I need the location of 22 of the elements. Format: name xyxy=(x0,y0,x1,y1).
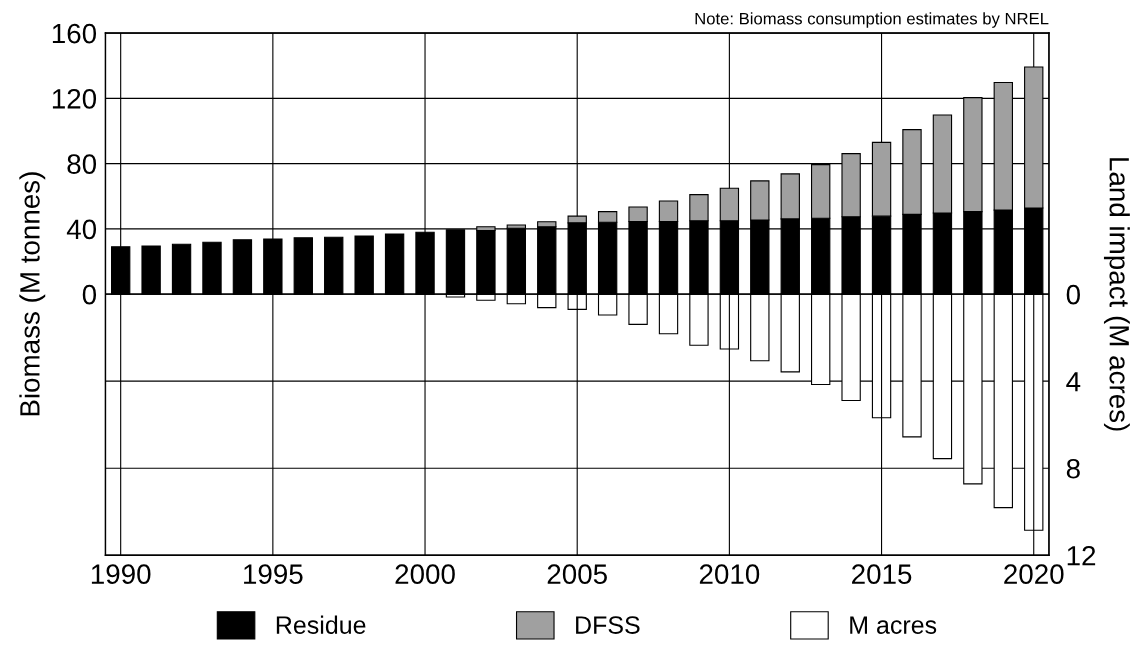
x-tick-label: 2010 xyxy=(699,564,760,584)
y2-axis-title: Land impact (M acres) xyxy=(1103,158,1130,431)
y2-tick-label: 8 xyxy=(1066,458,1080,479)
y-axis-title: Biomass (M tonnes) xyxy=(19,172,46,416)
text: Note: Biomass consumption estimates by NREL xyxy=(695,12,1049,28)
legend-label: M acres xyxy=(850,616,937,634)
x-tick-label: 1990 xyxy=(91,564,151,584)
y-tick-label: 120 xyxy=(52,88,97,109)
y-tick-label: 160 xyxy=(52,23,97,44)
legend-label: DFSS xyxy=(576,616,640,634)
y2-tick-label: 0 xyxy=(1066,284,1080,305)
y2-tick-label: 12 xyxy=(1067,545,1096,566)
x-tick-label: 2015 xyxy=(852,564,912,584)
x-tick-label: 2005 xyxy=(547,564,607,584)
legend-label: Residue xyxy=(276,615,366,634)
x-tick-label: 1995 xyxy=(244,564,303,584)
x-tick-label: 2020 xyxy=(1004,564,1064,584)
y-tick-label: 40 xyxy=(66,219,97,240)
y2-tick-label: 4 xyxy=(1066,372,1081,392)
y-tick-label: 80 xyxy=(67,154,97,174)
y-tick-label: 0 xyxy=(82,284,97,305)
x-tick-label: 2000 xyxy=(395,564,455,584)
